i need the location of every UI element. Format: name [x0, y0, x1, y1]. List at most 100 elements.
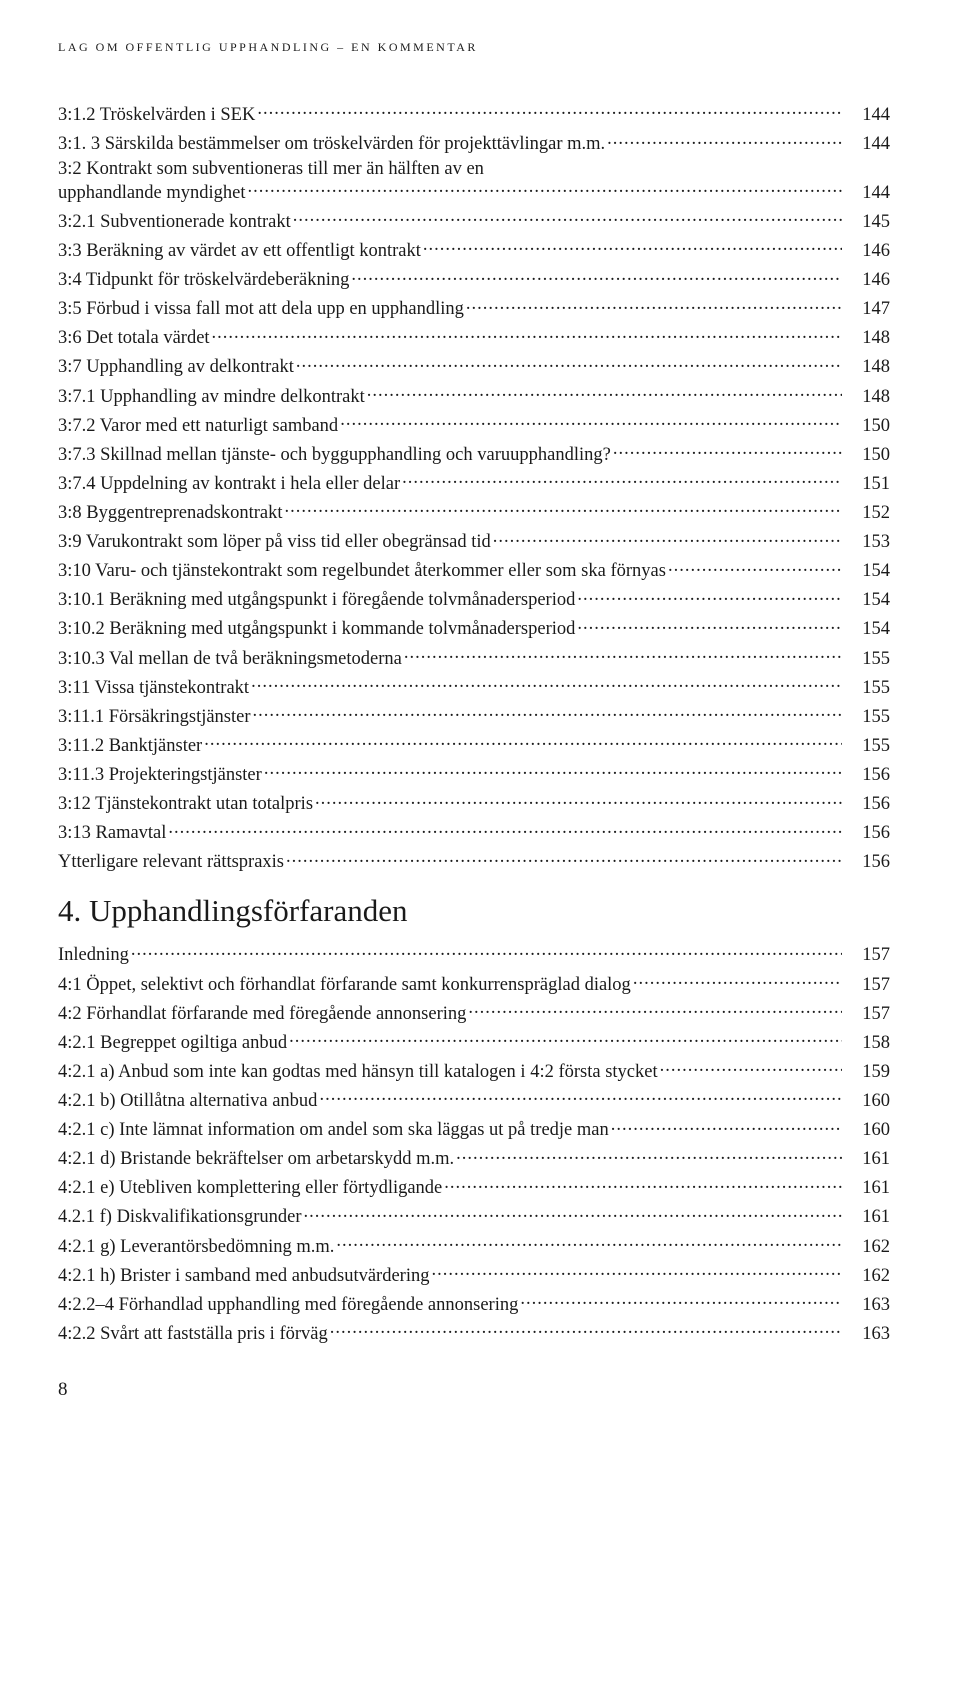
toc-row: 4:1 Öppet, selektivt och förhandlat förf…: [58, 969, 890, 998]
toc-page: 144: [844, 184, 890, 204]
toc-leader: [351, 267, 842, 286]
toc-row: 3:10.1 Beräkning med utgångspunkt i före…: [58, 584, 890, 613]
toc-label: 4:1 Öppet, selektivt och förhandlat förf…: [58, 976, 631, 996]
toc-label: 4:2.1 b) Otillåtna alternativa anbud: [58, 1092, 317, 1112]
toc-row: 3:10.3 Val mellan de två beräkningsmetod…: [58, 643, 890, 672]
toc-row: 3:13 Ramavtal156: [58, 817, 890, 846]
toc-row: 4:2.1 h) Brister i samband med anbudsutv…: [58, 1260, 890, 1289]
toc-label: 4:2.1 a) Anbud som inte kan godtas med h…: [58, 1063, 658, 1083]
toc-row: 4:2.1 Begreppet ogiltiga anbud 158: [58, 1027, 890, 1056]
page-number: 8: [58, 1379, 890, 1401]
toc-page: 155: [844, 737, 890, 757]
toc-page: 160: [844, 1121, 890, 1141]
toc-leader: [248, 179, 842, 198]
toc-row: 3:2.1 Subventionerade kontrakt145: [58, 206, 890, 235]
toc-row: 4:2.1 d) Bristande bekräftelser om arbet…: [58, 1143, 890, 1172]
toc-label: 3:7.2 Varor med ett naturligt samband: [58, 417, 338, 437]
toc-leader: [468, 1000, 842, 1019]
toc-page: 155: [844, 650, 890, 670]
toc-row: 3:11.1 Försäkringstjänster 155: [58, 701, 890, 730]
toc-row: 3:9 Varukontrakt som löper på viss tid e…: [58, 526, 890, 555]
toc-row: 3:1. 3 Särskilda bestämmelser om tröskel…: [58, 128, 890, 157]
toc-row: 3:10.2 Beräkning med utgångspunkt i komm…: [58, 613, 890, 642]
toc-chapter-4: Inledning 157 4:1 Öppet, selektivt och för…: [58, 939, 890, 1347]
toc-page: 162: [844, 1267, 890, 1287]
toc-label: 3:10.1 Beräkning med utgångspunkt i före…: [58, 591, 575, 611]
toc-label: 3:10.2 Beräkning med utgångspunkt i komm…: [58, 620, 575, 640]
toc-label: 3:2.1 Subventionerade kontrakt: [58, 213, 291, 233]
toc-leader: [285, 500, 842, 519]
toc-leader: [257, 102, 842, 121]
toc-leader: [264, 762, 842, 781]
toc-page: 148: [844, 358, 890, 378]
toc-leader: [251, 674, 842, 693]
toc-page: 148: [844, 329, 890, 349]
toc-page: 144: [844, 135, 890, 155]
toc-leader: [304, 1204, 842, 1223]
toc-row: 3:1.2 Tröskelvärden i SEK144: [58, 99, 890, 128]
toc-page: 155: [844, 708, 890, 728]
toc-row: 3:5 Förbud i vissa fall mot att dela upp…: [58, 293, 890, 322]
toc-row: 3:7.2 Varor med ett naturligt samband150: [58, 410, 890, 439]
toc-row: 3:7.1 Upphandling av mindre delkontrakt1…: [58, 381, 890, 410]
toc-page: 147: [844, 300, 890, 320]
toc-chapter-3: 3:1.2 Tröskelvärden i SEK144 3:1. 3 Särsk…: [58, 99, 890, 875]
toc-label: Ytterligare relevant rättspraxis: [58, 853, 284, 873]
toc-label: upphandlande myndighet: [58, 184, 246, 204]
toc-row: 4:2.1 e) Utebliven komplettering eller f…: [58, 1172, 890, 1201]
toc-leader: [668, 558, 842, 577]
toc-leader: [633, 971, 842, 990]
toc-row: 3:6 Det totala värdet 148: [58, 322, 890, 351]
toc-label: 3:10.3 Val mellan de två beräkningsmetod…: [58, 650, 402, 670]
toc-row: 3:2 Kontrakt som subventioneras till mer…: [58, 157, 890, 206]
toc-page: 162: [844, 1238, 890, 1258]
toc-label: Inledning: [58, 946, 129, 966]
toc-leader: [466, 296, 842, 315]
toc-row: 4:2.1 c) Inte lämnat information om ande…: [58, 1114, 890, 1143]
toc-label: 3:11.2 Banktjänster: [58, 737, 202, 757]
toc-leader: [402, 470, 842, 489]
toc-label: 4:2.1 e) Utebliven komplettering eller f…: [58, 1179, 442, 1199]
toc-label: 3:11.3 Projekteringstjänster: [58, 766, 262, 786]
toc-label: 4:2.1 Begreppet ogiltiga anbud: [58, 1034, 287, 1054]
toc-label: 4:2.2 Svårt att fastställa pris i förväg: [58, 1325, 328, 1345]
toc-leader: [286, 849, 842, 868]
toc-leader: [168, 820, 842, 839]
toc-row: 3:11 Vissa tjänstekontrakt155: [58, 672, 890, 701]
toc-leader: [212, 325, 842, 344]
toc-label: 3:12 Tjänstekontrakt utan totalpris: [58, 795, 313, 815]
toc-page: 144: [844, 106, 890, 126]
toc-leader: [131, 942, 842, 961]
toc-label: 3:1. 3 Särskilda bestämmelser om tröskel…: [58, 135, 605, 155]
toc-page: 157: [844, 1005, 890, 1025]
toc-label: 3:4 Tidpunkt för tröskelvärdeberäkning: [58, 271, 349, 291]
toc-leader: [456, 1146, 842, 1165]
toc-page: 159: [844, 1063, 890, 1083]
toc-leader: [404, 645, 842, 664]
toc-page: 156: [844, 795, 890, 815]
toc-page: 158: [844, 1034, 890, 1054]
toc-leader: [293, 208, 842, 227]
toc-leader: [607, 131, 842, 150]
toc-label: 3:13 Ramavtal: [58, 824, 166, 844]
toc-page: 150: [844, 446, 890, 466]
toc-page: 151: [844, 475, 890, 495]
toc-row: 3:11.2 Banktjänster 155: [58, 730, 890, 759]
toc-page: 152: [844, 504, 890, 524]
toc-leader: [577, 616, 842, 635]
toc-page: 146: [844, 271, 890, 291]
toc-leader: [367, 383, 842, 402]
toc-row: 3:8 Byggentreprenadskontrakt152: [58, 497, 890, 526]
toc-leader: [431, 1262, 842, 1281]
toc-row: 4:2.2 Svårt att fastställa pris i förväg…: [58, 1318, 890, 1347]
toc-leader: [289, 1029, 842, 1048]
toc-label: 3:5 Förbud i vissa fall mot att dela upp…: [58, 300, 464, 320]
toc-label: 3:11.1 Försäkringstjänster: [58, 708, 251, 728]
toc-page: 157: [844, 946, 890, 966]
toc-page: 156: [844, 853, 890, 873]
toc-leader: [577, 587, 842, 606]
toc-row: 3:12 Tjänstekontrakt utan totalpris 156: [58, 788, 890, 817]
toc-leader: [493, 529, 842, 548]
toc-leader: [315, 791, 842, 810]
toc-label: 3:6 Det totala värdet: [58, 329, 210, 349]
